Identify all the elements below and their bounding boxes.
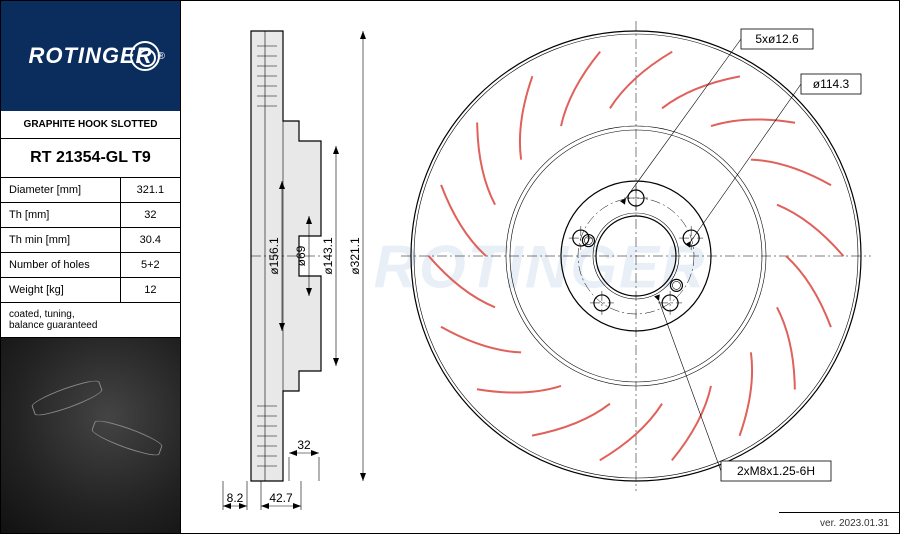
svg-text:42.7: 42.7 — [269, 491, 293, 505]
svg-text:32: 32 — [297, 438, 311, 452]
page-container: ROTINGER ® GRAPHITE HOOK SLOTTED RT 2135… — [0, 0, 900, 534]
registered-mark: ® — [158, 51, 165, 62]
product-notes: coated, tuning,balance guaranteed — [1, 303, 180, 338]
svg-text:ø156.1: ø156.1 — [267, 237, 281, 275]
svg-text:2xM8x1.25-6H: 2xM8x1.25-6H — [737, 464, 815, 478]
spec-row: Number of holes5+2 — [1, 253, 180, 278]
svg-text:ø114.3: ø114.3 — [813, 77, 850, 91]
svg-text:ø69: ø69 — [294, 245, 308, 266]
svg-text:ø321.1: ø321.1 — [348, 237, 362, 275]
product-type: GRAPHITE HOOK SLOTTED — [1, 111, 180, 139]
svg-text:8.2: 8.2 — [227, 491, 244, 505]
spec-row: Th min [mm]30.4 — [1, 228, 180, 253]
side-view — [251, 31, 321, 481]
spec-label: Number of holes — [1, 253, 120, 278]
spec-value: 30.4 — [120, 228, 180, 253]
disc-photo — [1, 338, 180, 533]
brand-logo: ROTINGER ® — [1, 1, 180, 111]
spec-row: Th [mm]32 — [1, 203, 180, 228]
spec-label: Diameter [mm] — [1, 178, 120, 203]
technical-drawing: 5xø12.6 ø114.3 2xM8x1.25-6H ø321.1 ø143.1 ø6… — [181, 1, 900, 535]
spec-label: Weight [kg] — [1, 278, 120, 303]
spec-value: 321.1 — [120, 178, 180, 203]
drawing-area: ROTINGER 5xø12.6ø114.32xM8x1.25-6H ø321.… — [181, 1, 899, 533]
spec-row: Diameter [mm]321.1 — [1, 178, 180, 203]
left-panel: ROTINGER ® GRAPHITE HOOK SLOTTED RT 2135… — [1, 1, 181, 533]
spec-value: 5+2 — [120, 253, 180, 278]
logo-icon — [130, 41, 160, 71]
product-code: RT 21354-GL T9 — [1, 139, 180, 178]
spec-row: Weight [kg]12 — [1, 278, 180, 303]
spec-label: Th [mm] — [1, 203, 120, 228]
spec-table: Diameter [mm]321.1Th [mm]32Th min [mm]30… — [1, 178, 180, 303]
spec-value: 12 — [120, 278, 180, 303]
svg-text:5xø12.6: 5xø12.6 — [755, 32, 799, 46]
face-view — [401, 21, 871, 491]
spec-label: Th min [mm] — [1, 228, 120, 253]
svg-text:ø143.1: ø143.1 — [321, 237, 335, 275]
spec-value: 32 — [120, 203, 180, 228]
